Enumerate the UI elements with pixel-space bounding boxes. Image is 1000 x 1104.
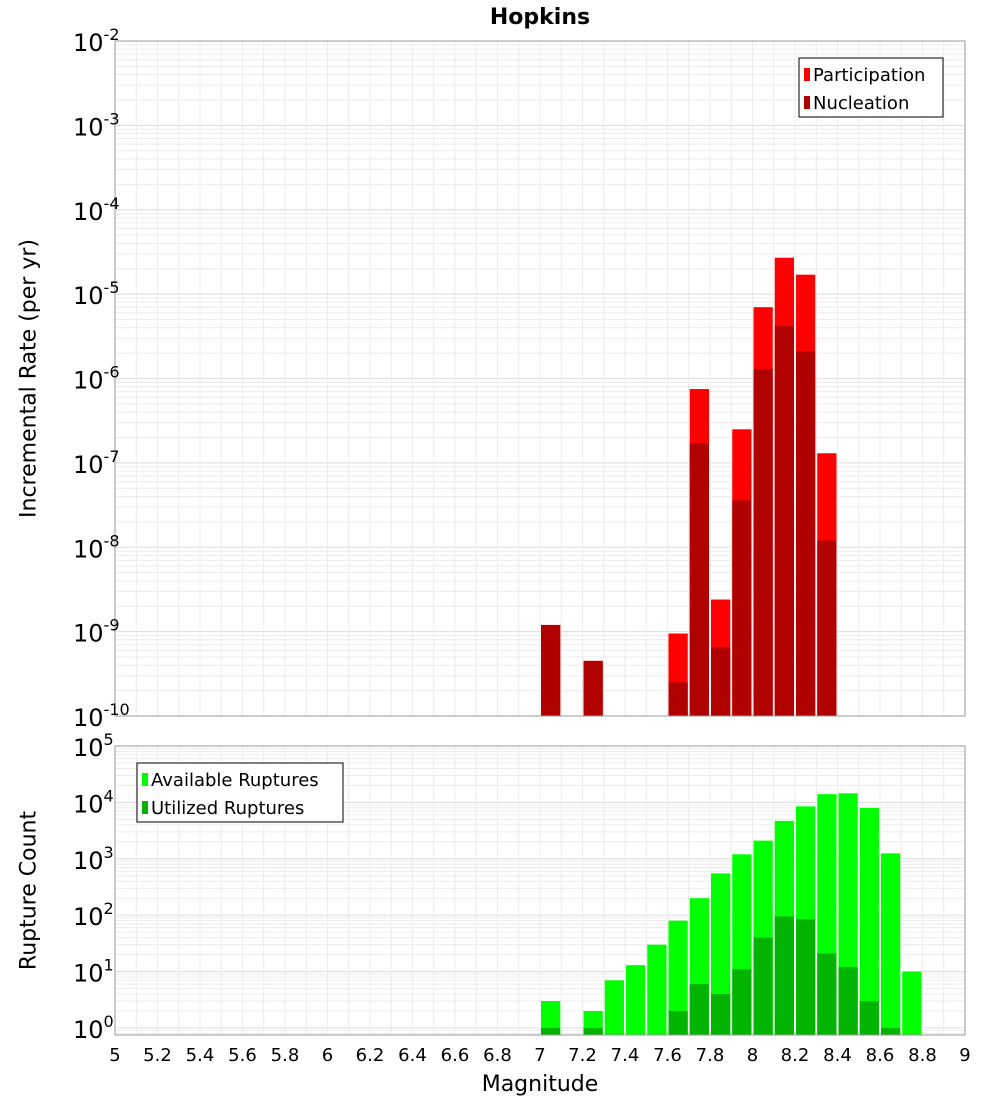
- bar: [732, 969, 752, 1035]
- legend-swatch: [142, 801, 148, 814]
- legend-entry: Utilized Ruptures: [151, 798, 304, 819]
- bar: [689, 443, 709, 716]
- bar: [881, 1027, 901, 1035]
- x-tick-label: 7.8: [696, 1045, 725, 1066]
- y-tick-label: 10-5: [73, 278, 120, 310]
- x-tick-label: 5.4: [186, 1045, 215, 1066]
- bar: [668, 920, 688, 1035]
- bar: [647, 944, 667, 1035]
- legend: Participation Nucleation: [798, 57, 944, 118]
- bar: [711, 994, 731, 1035]
- y-axis-label: Rupture Count: [17, 811, 42, 971]
- bar: [689, 984, 709, 1035]
- y-tick-label: 10-4: [73, 194, 120, 226]
- bar: [668, 1010, 688, 1035]
- legend-entry: Participation: [813, 65, 925, 86]
- chart-title: Hopkins: [490, 5, 590, 30]
- x-tick-label: 5.8: [271, 1045, 300, 1066]
- x-tick-label: 8.2: [781, 1045, 810, 1066]
- x-tick-label: 8.6: [866, 1045, 895, 1066]
- x-tick-label: 7: [534, 1045, 545, 1066]
- x-tick-label: 6.2: [356, 1045, 385, 1066]
- bar: [774, 325, 794, 716]
- x-tick-label: 7.2: [568, 1045, 597, 1066]
- x-tick-label: 7.6: [653, 1045, 682, 1066]
- y-tick-label: 10-10: [73, 700, 130, 732]
- series-1: [541, 325, 837, 716]
- x-tick-label: 5.2: [143, 1045, 172, 1066]
- legend-box: [136, 762, 344, 823]
- y-tick-label: 105: [73, 730, 114, 762]
- plot-frame: [114, 40, 966, 717]
- legend-box: [798, 57, 944, 118]
- y-tick-label: 101: [73, 956, 114, 988]
- y-tick-label: 102: [73, 899, 114, 931]
- y-tick-label: 10-6: [73, 363, 120, 395]
- bar: [541, 1027, 561, 1035]
- bar: [753, 937, 773, 1035]
- y-tick-labels: 105 104 103 102 101 100: [73, 730, 114, 1044]
- bar: [859, 1001, 879, 1035]
- legend-entry: Available Ruptures: [151, 770, 319, 791]
- legend-swatch: [804, 68, 810, 81]
- y-tick-label: 103: [73, 843, 114, 875]
- y-tick-label: 100: [73, 1012, 114, 1044]
- x-tick-labels: 5 5.2 5.4 5.6 5.8 6 6.2 6.4 6.6 6.8 7 7.2 7.4 7.6 7.8 8…: [109, 1045, 970, 1066]
- bar: [711, 647, 731, 716]
- x-tick-label: 6.4: [398, 1045, 427, 1066]
- x-tick-label: 8: [747, 1045, 758, 1066]
- legend-swatch: [142, 773, 148, 786]
- x-tick-label: 7.4: [611, 1045, 640, 1066]
- grid: [114, 40, 966, 717]
- bar: [732, 500, 752, 716]
- y-tick-label: 10-7: [73, 447, 120, 479]
- bar: [817, 540, 837, 716]
- bar: [626, 965, 646, 1035]
- y-tick-label: 10-3: [73, 109, 120, 141]
- bar: [668, 682, 688, 716]
- x-tick-label: 8.8: [908, 1045, 937, 1066]
- bar: [902, 971, 922, 1035]
- bar: [859, 807, 879, 1035]
- bar: [881, 853, 901, 1035]
- x-tick-label: 5.6: [228, 1045, 257, 1066]
- bar: [604, 980, 624, 1035]
- y-tick-label: 10-8: [73, 531, 120, 563]
- bar: [583, 660, 603, 716]
- bar: [774, 916, 794, 1035]
- bar: [541, 1001, 561, 1035]
- legend: Available Ruptures Utilized Ruptures: [136, 762, 344, 823]
- x-tick-label: 6.8: [483, 1045, 512, 1066]
- bar: [583, 1027, 603, 1035]
- bar: [796, 351, 816, 716]
- legend-entry: Nucleation: [813, 93, 909, 114]
- y-tick-label: 10-9: [73, 616, 120, 648]
- series-1: [541, 916, 901, 1035]
- x-tick-label: 9: [959, 1045, 970, 1066]
- legend-swatch: [804, 96, 810, 109]
- x-tick-label: 6: [322, 1045, 333, 1066]
- bar: [817, 953, 837, 1035]
- bar: [796, 919, 816, 1035]
- x-tick-label: 8.4: [823, 1045, 852, 1066]
- x-tick-label: 6.6: [441, 1045, 470, 1066]
- x-tick-label: 5: [109, 1045, 120, 1066]
- y-tick-labels: 10-2 10-3 10-4 10-5 10-6 10-7 10-8 10-9 10-10: [73, 25, 130, 732]
- y-axis-label: Incremental Rate (per yr): [17, 239, 42, 518]
- x-axis-label: Magnitude: [482, 1072, 599, 1097]
- bar: [753, 368, 773, 716]
- chart-panel-0: 10-2 10-3 10-4 10-5 10-6 10-7 10-8 10-9 10-10 Hop…: [17, 5, 966, 732]
- y-tick-label: 104: [73, 786, 114, 818]
- bar: [838, 967, 858, 1035]
- bar: [541, 624, 561, 716]
- plot-frame: [114, 745, 966, 1036]
- y-tick-label: 10-2: [73, 25, 120, 57]
